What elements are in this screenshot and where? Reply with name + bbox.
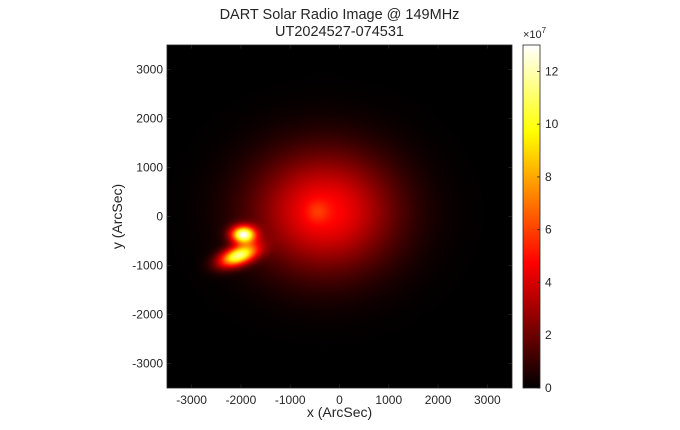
x-tick-label: -1000	[275, 393, 306, 407]
y-tick-label: -3000	[132, 357, 163, 371]
colorbar-exponent: ×107	[523, 26, 547, 41]
colorbar-tick-label: 2	[545, 328, 552, 342]
x-tick-label: -2000	[226, 393, 257, 407]
y-axis-ticks: -3000 -2000 -1000 0 1000 2000 3000	[132, 63, 512, 371]
colorbar: 0 2 4 6 8 10 12 ×107	[522, 26, 559, 395]
colorbar-tick-label: 10	[545, 117, 559, 131]
chart-title: DART Solar Radio Image @ 149MHz	[219, 7, 460, 23]
x-axis-label: x (ArcSec)	[307, 404, 372, 420]
plot-area: -3000 -2000 -1000 0 1000 2000 3000 -3000-2000-…	[132, 44, 513, 407]
x-tick-label: -3000	[176, 393, 207, 407]
colorbar-gradient	[522, 44, 541, 389]
y-axis-label: y (ArcSec)	[109, 184, 125, 249]
x-axis-ticks: -3000 -2000 -1000 0 1000 2000 3000	[176, 45, 501, 407]
colorbar-exponent-power: 7	[542, 26, 547, 35]
y-tick-label: -1000	[132, 259, 163, 273]
y-tick-label: 2000	[136, 112, 163, 126]
x-tick-label: 3000	[474, 393, 501, 407]
chart-subtitle: UT2024527-074531	[275, 24, 404, 40]
x-tick-label: 0	[336, 393, 343, 407]
x-tick-label: 1000	[375, 393, 402, 407]
y-tick-label: 3000	[136, 63, 163, 77]
y-tick-label: -2000	[132, 308, 163, 322]
colorbar-tick-label: 12	[545, 64, 559, 78]
colorbar-tick-label: 8	[545, 170, 552, 184]
colorbar-exponent-base: ×10	[523, 29, 542, 41]
y-tick-label: 1000	[136, 161, 163, 175]
colorbar-ticks: 0 2 4 6 8 10 12	[537, 64, 559, 395]
x-tick-label: 2000	[425, 393, 452, 407]
radio-intensity-image	[167, 45, 512, 388]
y-tick-label: 0	[156, 210, 163, 224]
colorbar-tick-label: 6	[545, 223, 552, 237]
colorbar-tick-label: 4	[545, 275, 552, 289]
colorbar-tick-label: 0	[545, 381, 552, 395]
